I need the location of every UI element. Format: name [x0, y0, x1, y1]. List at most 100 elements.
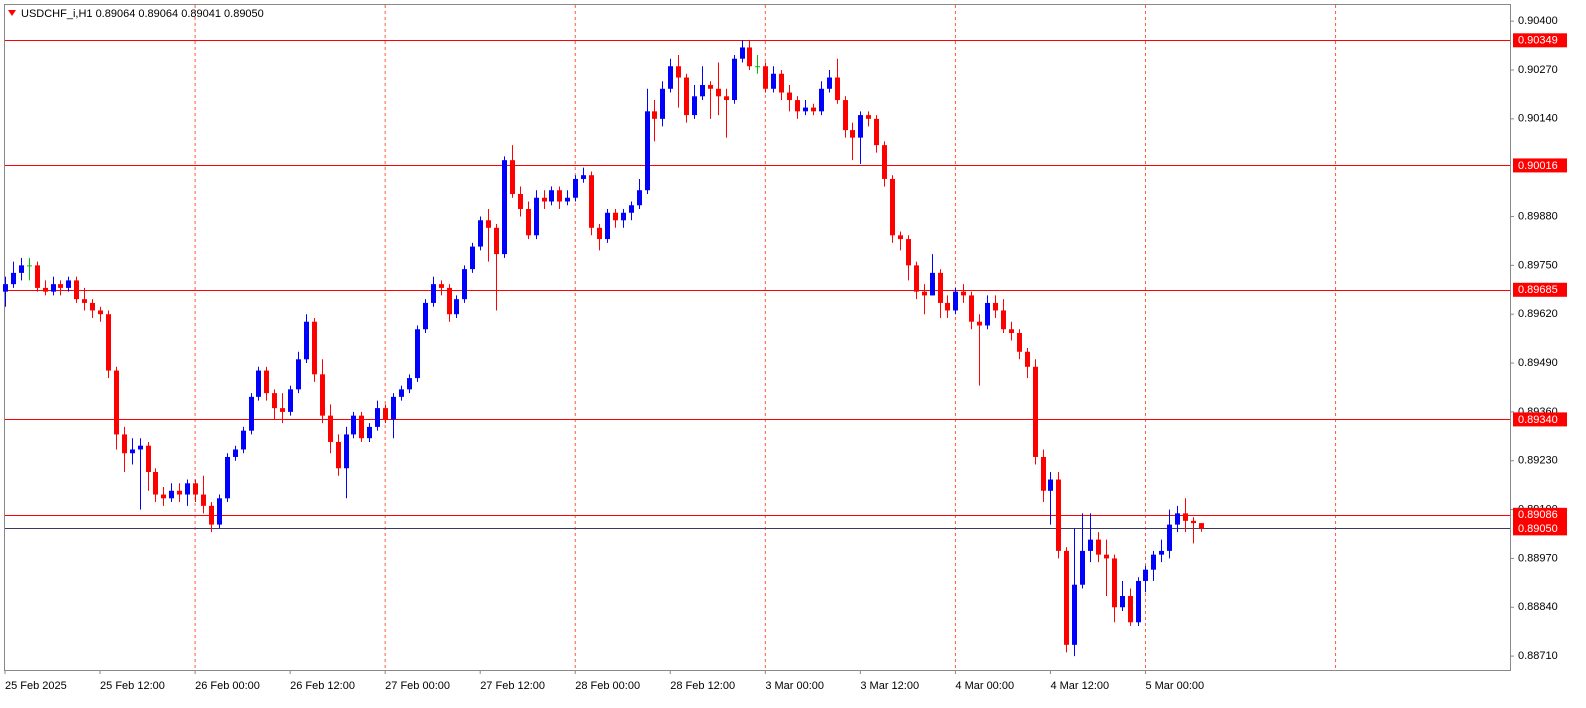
x-tick-label: 27 Feb 00:00 [385, 680, 450, 692]
candle-body [494, 227, 499, 255]
price-label: 0.89340 [1518, 414, 1558, 426]
candle-body [359, 415, 364, 439]
candle-body [391, 396, 396, 420]
candle-body [233, 449, 238, 457]
candle-body [185, 483, 190, 495]
x-tick-label: 28 Feb 00:00 [575, 680, 640, 692]
candle-body [90, 302, 95, 311]
candle-body [827, 77, 832, 89]
candle-body [1088, 539, 1093, 551]
candle-body [1112, 558, 1117, 608]
price-label-box [1513, 521, 1567, 536]
y-tick-label: 0.90140 [1518, 113, 1558, 125]
candle-body [930, 272, 935, 296]
candle-body [1033, 366, 1038, 457]
candle-body [256, 370, 261, 397]
candle-body [114, 370, 119, 435]
candle-body [35, 265, 40, 288]
candle-body [763, 66, 768, 89]
candle-body [645, 111, 650, 191]
candle-body [597, 227, 602, 240]
y-tick-label: 0.90270 [1518, 64, 1558, 76]
x-tick-label: 26 Feb 00:00 [195, 680, 260, 692]
candle-body [1009, 329, 1014, 333]
candle-body [209, 505, 214, 525]
candle-body [43, 287, 48, 292]
candle-body [1096, 539, 1101, 555]
candle-body [454, 299, 459, 315]
candle-body [613, 212, 618, 221]
y-tick-label: 0.88840 [1518, 601, 1558, 613]
candle-body [27, 265, 32, 267]
candle-body [668, 66, 673, 89]
candle-body [985, 302, 990, 326]
candle-body [969, 295, 974, 322]
candle-body [977, 321, 982, 326]
x-tick-label: 27 Feb 12:00 [480, 680, 545, 692]
candle-body [1001, 310, 1006, 330]
candle-body [375, 408, 380, 427]
candle-body [58, 284, 63, 288]
candle-body [383, 408, 388, 420]
candle-body [304, 321, 309, 360]
candle-body [1167, 524, 1172, 551]
candle-body [605, 212, 610, 240]
candle-body [1072, 584, 1077, 645]
candle-body [138, 445, 143, 450]
candle-body [486, 220, 491, 228]
candle-body [130, 449, 135, 454]
candle-body [692, 96, 697, 116]
candle-body [177, 490, 182, 495]
candle-body [478, 220, 483, 247]
candle-body [906, 239, 911, 266]
candle-body [241, 430, 246, 450]
candle-body [11, 272, 16, 285]
candle-body [439, 284, 444, 288]
candle-body [843, 100, 848, 131]
price-label-box [1513, 33, 1567, 48]
candle-body [431, 284, 436, 303]
candle-body [542, 197, 547, 202]
candle-body [161, 494, 166, 499]
x-tick-label: 28 Feb 12:00 [670, 680, 735, 692]
candle-body [1080, 550, 1085, 585]
candle-body [589, 175, 594, 228]
candle-body [874, 118, 879, 146]
candle-body [106, 314, 111, 371]
candle-body [1017, 332, 1022, 352]
candle-body [74, 280, 79, 300]
x-tick-label: 3 Mar 00:00 [765, 680, 824, 692]
candle-body [201, 494, 206, 506]
candle-body [415, 329, 420, 379]
candle-body [660, 88, 665, 119]
candle-body [700, 85, 705, 97]
candle-body [1175, 513, 1180, 525]
candle-body [1183, 513, 1188, 521]
price-label: 0.89685 [1518, 284, 1558, 296]
candle-body [755, 66, 760, 68]
y-tick-label: 0.89880 [1518, 210, 1558, 222]
candle-body [19, 265, 24, 273]
y-tick-label: 0.90400 [1518, 15, 1558, 27]
candle-body [1128, 595, 1133, 623]
candle-body [922, 291, 927, 296]
candle-body [272, 393, 277, 409]
candle-body [993, 302, 998, 311]
candle-body [98, 310, 103, 315]
candle-body [1104, 554, 1109, 559]
candle-body [399, 389, 404, 397]
candle-body [1143, 569, 1148, 581]
candle-body [811, 107, 816, 112]
price-label: 0.90349 [1518, 35, 1558, 47]
candle-body [953, 291, 958, 311]
candle-body [1120, 595, 1125, 608]
candle-body [1151, 554, 1156, 570]
candle-body [407, 378, 412, 390]
candle-body [462, 269, 467, 300]
candle-body [581, 175, 586, 179]
candle-body [795, 100, 800, 112]
price-label-box [1513, 158, 1567, 173]
candle-body [296, 359, 301, 390]
candle-body [328, 415, 333, 442]
